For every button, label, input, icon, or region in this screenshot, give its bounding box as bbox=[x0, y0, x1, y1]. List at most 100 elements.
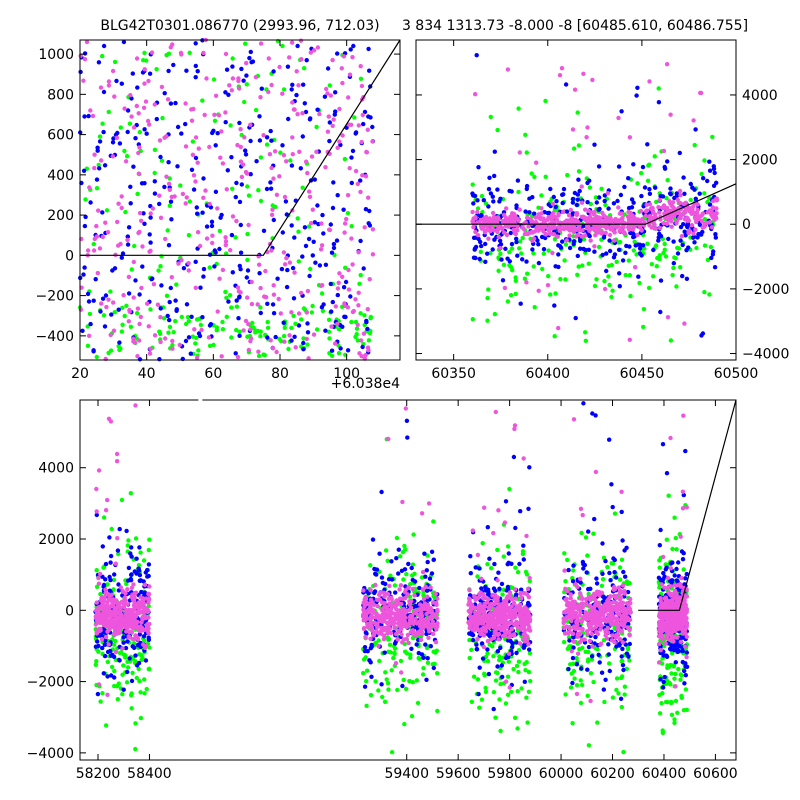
top-right-blue-point bbox=[699, 333, 704, 338]
top-left-magenta-point bbox=[227, 83, 232, 88]
bottom-green-point bbox=[424, 645, 430, 651]
top-right-green-point bbox=[627, 273, 632, 278]
bottom-green-point bbox=[572, 676, 577, 681]
top-right-magenta-point bbox=[572, 87, 578, 92]
bottom-green-point bbox=[527, 651, 533, 656]
bottom-blue-point bbox=[116, 657, 122, 663]
top-right-blue-point bbox=[635, 85, 640, 91]
top-right-green-point bbox=[571, 146, 577, 151]
bottom-blue-point bbox=[405, 435, 410, 440]
top-right-green-point bbox=[623, 272, 628, 278]
top-left-blue-point bbox=[268, 180, 273, 185]
bottom-blue-point bbox=[658, 676, 663, 682]
bottom-green-point bbox=[125, 543, 130, 548]
top-right-magenta-point bbox=[612, 238, 617, 243]
top-left-blue-point bbox=[322, 94, 328, 99]
top-right-magenta-point bbox=[626, 216, 632, 222]
bottom-magenta-point bbox=[662, 585, 667, 590]
bottom-blue-point bbox=[112, 572, 117, 577]
bottom-green-point bbox=[398, 658, 404, 664]
top-left-magenta-point bbox=[335, 321, 340, 327]
top-left-magenta-point bbox=[92, 152, 97, 157]
bottom-magenta-point bbox=[426, 635, 431, 640]
top-left-blue-point bbox=[230, 64, 235, 69]
top-left-magenta-point bbox=[287, 333, 292, 338]
bottom-blue-point bbox=[400, 683, 405, 689]
top-left-magenta-point bbox=[246, 347, 251, 353]
top-left-magenta-point bbox=[145, 118, 151, 124]
top-left-magenta-point bbox=[258, 41, 264, 46]
bottom-blue-point bbox=[476, 691, 481, 697]
top-left-blue-point bbox=[335, 193, 340, 198]
top-left-blue-point bbox=[271, 217, 276, 223]
top-left-blue-point bbox=[261, 228, 267, 233]
top-right-blue-point bbox=[556, 252, 561, 257]
top-left-magenta-point bbox=[277, 174, 282, 179]
top-left-blue-point bbox=[154, 116, 159, 122]
top-left-magenta-point bbox=[241, 328, 246, 333]
bottom-green-point bbox=[119, 497, 125, 503]
bottom-blue-point bbox=[600, 594, 606, 599]
top-right-magenta-point bbox=[546, 227, 551, 233]
top-right-magenta-point bbox=[590, 77, 595, 83]
top-left-magenta-point bbox=[106, 83, 112, 88]
top-left-blue-point bbox=[81, 272, 86, 277]
top-left-blue-point bbox=[323, 262, 329, 267]
bottom-green-point bbox=[670, 663, 676, 668]
top-right-blue-point bbox=[552, 303, 557, 308]
bottom-blue-point bbox=[136, 660, 142, 666]
bottom-blue-point bbox=[607, 668, 612, 674]
top-left-blue-point bbox=[217, 246, 222, 252]
top-left-magenta-point bbox=[159, 84, 165, 90]
top-left-magenta-point bbox=[210, 233, 215, 238]
top-right-magenta-point bbox=[617, 211, 623, 216]
top-right-magenta-point bbox=[656, 205, 661, 210]
top-left-green-point bbox=[160, 115, 165, 121]
top-right-blue-point bbox=[507, 259, 512, 264]
bottom-blue-point bbox=[676, 560, 681, 565]
bottom-blue-point bbox=[409, 646, 414, 651]
top-left-magenta-point bbox=[358, 63, 363, 69]
top-right-panel: 3 834 1313.73 -8.000 -8 [60485.610, 6048… bbox=[402, 18, 789, 382]
top-right-blue-point bbox=[700, 229, 705, 235]
top-right-magenta-point bbox=[552, 214, 558, 220]
top-left-magenta-point bbox=[78, 307, 84, 312]
top-left-green-point bbox=[234, 327, 239, 333]
top-left-blue-point bbox=[280, 143, 285, 148]
top-right-magenta-point bbox=[536, 288, 541, 293]
top-left-magenta-point bbox=[271, 283, 276, 288]
top-left-green-point bbox=[104, 208, 110, 213]
top-left-magenta-point bbox=[276, 296, 281, 302]
top-left-green-point bbox=[127, 121, 133, 126]
top-right-magenta-point bbox=[510, 211, 515, 216]
top-right-magenta-point bbox=[527, 230, 532, 236]
bottom-blue-point bbox=[608, 578, 613, 583]
top-left-green-point bbox=[122, 148, 127, 154]
top-right-green-point bbox=[525, 271, 530, 276]
top-left-green-point bbox=[358, 311, 363, 316]
top-right-magenta-point bbox=[627, 135, 633, 140]
top-left-magenta-point bbox=[243, 318, 249, 324]
top-left-x-offset-label: +6.038e4 bbox=[331, 376, 400, 392]
bottom-green-point bbox=[676, 666, 681, 672]
bottom-blue-point bbox=[684, 571, 689, 577]
top-left-magenta-point bbox=[119, 205, 124, 211]
bottom-green-point bbox=[605, 564, 610, 570]
bottom-blue-point bbox=[402, 567, 408, 572]
top-left-magenta-point bbox=[103, 220, 108, 225]
top-left-magenta-point bbox=[318, 283, 324, 288]
bottom-green-point bbox=[425, 660, 431, 665]
bottom-blue-point bbox=[581, 566, 586, 571]
top-left-blue-point bbox=[195, 211, 200, 216]
bottom-green-point bbox=[391, 655, 396, 661]
bottom-green-point bbox=[491, 690, 497, 695]
bottom-blue-point bbox=[657, 543, 662, 548]
top-right-green-point bbox=[492, 311, 498, 317]
top-left-magenta-point bbox=[319, 221, 324, 226]
top-right-green-point bbox=[513, 275, 518, 280]
top-left-magenta-point bbox=[311, 48, 317, 53]
top-left-blue-point bbox=[290, 82, 295, 88]
top-right-magenta-point bbox=[582, 233, 588, 238]
bottom-green-point bbox=[383, 670, 388, 675]
top-right-blue-point bbox=[642, 185, 648, 190]
